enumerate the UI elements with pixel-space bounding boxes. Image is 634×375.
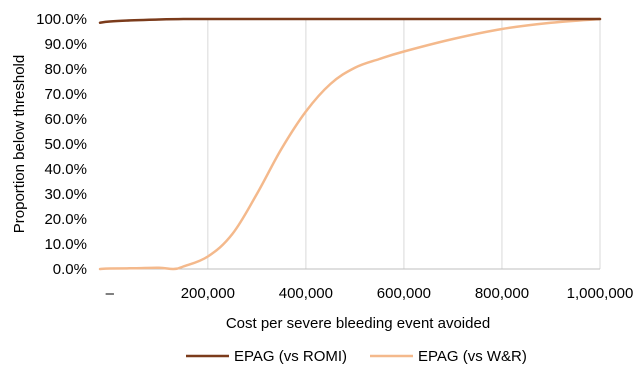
y-axis-title: Proportion below threshold [11,55,28,233]
x-axis-title: Cost per severe bleeding event avoided [226,315,490,332]
x-tick-label: 800,000 [475,285,529,302]
legend-entry-epag-vs-romi: EPAG (vs ROMI) [186,348,347,365]
x-tick-label: 400,000 [279,285,333,302]
x-tick-label: 1,000,000 [567,285,634,302]
legend-label: EPAG (vs W&R) [418,348,527,365]
y-tick-label: 0.0% [53,261,87,278]
grid-layer [207,19,601,269]
series-line-epag-vs-wr [98,17,602,271]
y-tick-label: 40.0% [44,161,87,178]
x-tick-label: 200,000 [181,285,235,302]
legend-label: EPAG (vs ROMI) [234,348,347,365]
y-tick-label: 20.0% [44,211,87,228]
label-layer: – 200,000 400,000 600,000 800,000 1,000,000 0.… [36,11,633,302]
y-tick-label: 100.0% [36,11,87,28]
x-tick-label: 600,000 [377,285,431,302]
y-tick-label: 30.0% [44,186,87,203]
legend-entry-epag-vs-wr: EPAG (vs W&R) [370,348,527,365]
x-tick-label: – [106,285,115,302]
y-tick-label: 50.0% [44,136,87,153]
y-tick-label: 80.0% [44,61,87,78]
y-tick-label: 70.0% [44,86,87,103]
series-layer [98,17,602,271]
legend: EPAG (vs ROMI) EPAG (vs W&R) [186,348,527,365]
y-tick-label: 10.0% [44,236,87,253]
y-tick-label: 90.0% [44,36,87,53]
y-tick-label: 60.0% [44,111,87,128]
series-line-epag-vs-romi [98,17,602,24]
